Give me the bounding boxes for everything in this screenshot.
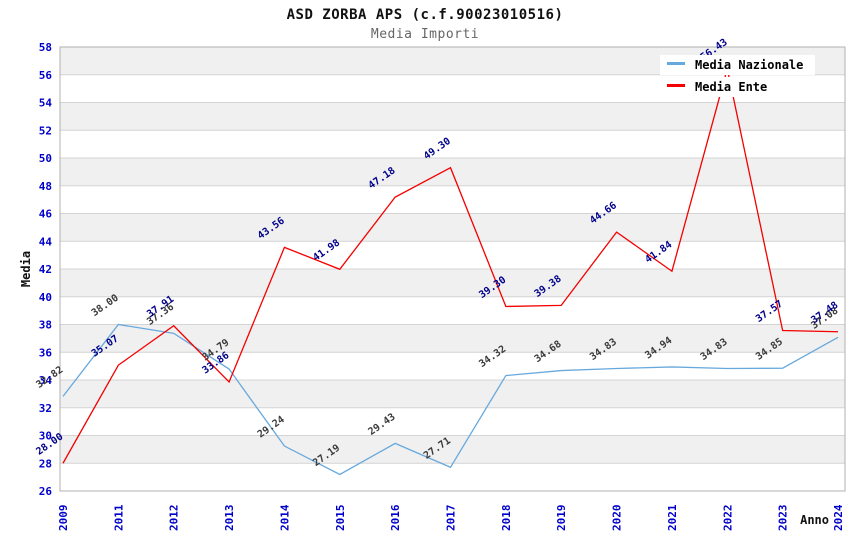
legend-swatch-media-ente [667, 84, 685, 87]
y-tick-label: 36 [39, 346, 53, 359]
y-tick-label: 26 [39, 485, 53, 498]
y-tick-label: 58 [39, 41, 52, 54]
y-tick-label: 42 [39, 263, 52, 276]
x-tick-label: 2013 [223, 505, 236, 532]
x-tick-label: 2021 [666, 504, 679, 531]
legend-swatch-media-nazionale [667, 62, 685, 65]
y-tick-label: 34 [39, 374, 53, 387]
x-tick-label: 2024 [832, 504, 845, 531]
x-tick-label: 2023 [777, 505, 790, 532]
grid-stripe [60, 241, 845, 269]
legend-label: Media Ente [695, 80, 768, 94]
y-tick-label: 46 [39, 208, 53, 221]
y-tick-label: 44 [39, 235, 53, 248]
x-tick-label: 2019 [555, 505, 568, 532]
x-tick-label: 2018 [500, 505, 513, 532]
grid-stripe [60, 102, 845, 131]
y-tick-label: 50 [39, 152, 52, 165]
grid-stripe [60, 380, 845, 408]
y-tick-label: 52 [39, 124, 52, 137]
x-tick-label: 2011 [112, 504, 125, 531]
y-tick-label: 38 [39, 319, 52, 332]
x-axis-title: Anno [800, 513, 829, 527]
grid-stripe [60, 324, 845, 353]
x-tick-label: 2015 [334, 505, 347, 532]
grid-stripe [60, 407, 845, 436]
x-tick-label: 2016 [389, 504, 402, 531]
grid-stripe [60, 296, 845, 325]
legend-label: Media Nazionale [695, 58, 804, 72]
x-tick-label: 2014 [278, 504, 291, 531]
grid-stripe [60, 213, 845, 242]
y-tick-label: 30 [39, 430, 52, 443]
y-tick-label: 32 [39, 402, 52, 415]
series-line-media-ente [62, 68, 839, 464]
y-tick-label: 56 [39, 69, 53, 82]
grid-stripe [60, 352, 845, 380]
plot-border [59, 46, 846, 492]
legend: Media Nazionale Media Ente [660, 55, 816, 99]
x-tick-label: 2020 [611, 505, 624, 532]
legend-item-media-nazionale: Media Nazionale [660, 55, 816, 75]
y-tick-label: 48 [39, 180, 52, 193]
x-tick-label: 2022 [721, 505, 734, 532]
grid-stripe [60, 130, 845, 158]
chart-title: ASD ZORBA APS (c.f.90023010516) [286, 7, 564, 23]
legend-item-media-ente: Media Ente [660, 77, 780, 97]
grid-stripe [60, 435, 845, 464]
y-axis-title: Media [19, 251, 33, 287]
grid-stripe [60, 185, 845, 214]
y-tick-label: 54 [39, 97, 53, 110]
y-tick-label: 28 [39, 457, 52, 470]
grid-stripe [60, 463, 845, 491]
x-tick-label: 2009 [57, 505, 70, 532]
x-tick-label: 2017 [445, 505, 458, 532]
chart-subtitle: Media Importi [370, 27, 480, 42]
y-tick-label: 40 [39, 291, 52, 304]
grid-stripe [60, 269, 845, 297]
x-tick-label: 2012 [168, 505, 181, 532]
